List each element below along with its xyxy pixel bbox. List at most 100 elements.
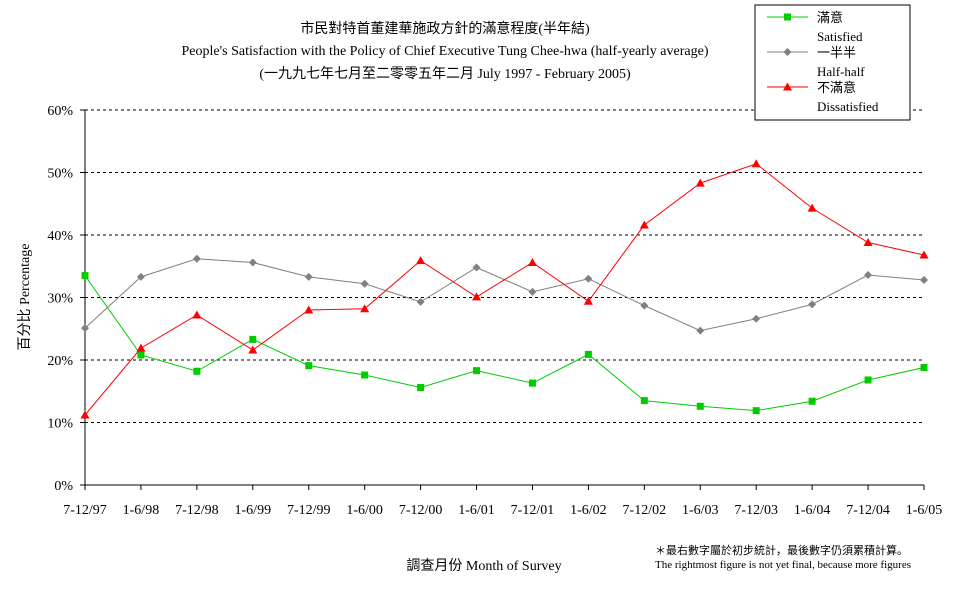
- point-half-half: [472, 263, 481, 272]
- point-dissatisfied: [863, 238, 873, 246]
- point-satisfied: [864, 376, 872, 384]
- point-satisfied: [640, 397, 648, 405]
- point-dissatisfied: [80, 410, 90, 419]
- point-half-half: [696, 326, 705, 335]
- point-half-half: [808, 300, 817, 309]
- point-satisfied: [249, 335, 257, 343]
- line-satisfied: [84, 275, 925, 412]
- y-tick-label: 20%: [47, 354, 73, 369]
- grid: [85, 109, 924, 423]
- legend-label-half-half: 一半半: [817, 45, 856, 60]
- point-dissatisfied: [583, 296, 593, 305]
- point-satisfied: [473, 367, 481, 375]
- point-satisfied: [696, 402, 704, 410]
- footnote: ＊最右數字屬於初步統計，最後數字仍須累積計算。 The rightmost fi…: [655, 544, 955, 572]
- series-satisfied: [81, 272, 928, 415]
- point-satisfied: [920, 364, 928, 371]
- point-dissatisfied: [527, 258, 537, 266]
- x-axis-label: 調查月份 Month of Survey: [406, 558, 561, 574]
- point-satisfied: [81, 272, 89, 280]
- point-satisfied: [584, 350, 592, 358]
- series-lines: [80, 159, 929, 419]
- point-dissatisfied: [751, 159, 761, 168]
- x-tick-label: 7-12/99: [287, 503, 331, 518]
- x-tick-label: 7-12/03: [734, 503, 778, 518]
- series-dissatisfied: [80, 159, 929, 419]
- x-tick-label: 7-12/98: [175, 503, 219, 518]
- point-half-half: [416, 297, 425, 306]
- point-satisfied: [528, 379, 536, 387]
- point-half-half: [248, 258, 257, 267]
- legend-label-satisfied: 滿意: [817, 10, 843, 25]
- point-dissatisfied: [919, 250, 929, 259]
- point-half-half: [584, 274, 593, 283]
- point-dissatisfied: [639, 220, 649, 229]
- legend-label-en-half-half: Half-half: [817, 64, 865, 79]
- point-dissatisfied: [472, 292, 482, 301]
- point-half-half: [81, 324, 89, 333]
- point-half-half: [136, 272, 145, 281]
- x-tick-label: 1-6/03: [682, 503, 719, 518]
- x-tick-label: 1-6/02: [570, 503, 607, 518]
- point-dissatisfied: [807, 203, 817, 212]
- point-half-half: [360, 279, 369, 288]
- x-tick-labels: 7-12/97 1-6/98 7-12/98 1-6/99 7-12/99 1-6/00 7…: [63, 503, 942, 518]
- footnote-en: The rightmost figure is not yet final, b…: [655, 559, 911, 571]
- point-dissatisfied: [136, 343, 146, 352]
- point-half-half: [864, 271, 873, 279]
- y-tick-label: 10%: [47, 417, 73, 432]
- x-tick-label: 1-6/99: [235, 503, 272, 518]
- legend-label-dissatisfied: 不滿意: [817, 80, 856, 95]
- x-tick-label: 1-6/05: [906, 503, 943, 518]
- point-dissatisfied: [248, 345, 258, 354]
- series-half-half: [81, 254, 928, 335]
- legend-marker-dissatisfied: [783, 82, 792, 91]
- y-tick-labels: 0% 10% 20% 30% 40% 50% 60%: [47, 104, 73, 494]
- line-half-half: [84, 258, 925, 332]
- y-tick-label: 40%: [47, 229, 73, 244]
- legend-label-en-satisfied: Satisfied: [817, 29, 863, 44]
- point-dissatisfied: [192, 310, 202, 319]
- chart-subtitle-date-range: (一九九七年七月至二零零五年二月 July 1997 - February 20…: [259, 66, 631, 82]
- point-satisfied: [305, 362, 313, 370]
- x-tick-label: 7-12/00: [399, 503, 443, 518]
- point-half-half: [304, 272, 313, 281]
- x-tick-label: 1-6/98: [123, 503, 160, 518]
- chart-subtitle: People's Satisfaction with the Policy of…: [182, 44, 709, 59]
- legend-label-en-dissatisfied: Dissatisfied: [817, 99, 879, 114]
- point-satisfied: [417, 384, 425, 391]
- point-satisfied: [361, 371, 369, 379]
- footnote-zh: ＊最右數字屬於初步統計，最後數字仍須累積計算。: [655, 545, 908, 557]
- point-dissatisfied: [304, 305, 314, 314]
- x-tick-label: 7-12/04: [846, 503, 890, 518]
- legend-marker-half-half: [783, 48, 792, 56]
- point-half-half: [752, 314, 761, 323]
- x-tick-label: 7-12/97: [63, 503, 107, 518]
- legend-marker-satisfied: [784, 13, 791, 21]
- chart-titles: 市民對特首董建華施政方針的滿意程度(半年結) People's Satisfac…: [182, 20, 709, 82]
- x-tick-label: 1-6/01: [458, 503, 495, 518]
- chart-title: 市民對特首董建華施政方針的滿意程度(半年結): [300, 20, 590, 37]
- x-tick-label: 7-12/01: [511, 503, 555, 518]
- y-tick-label: 0%: [54, 479, 73, 494]
- point-satisfied: [137, 351, 145, 359]
- axes: [80, 109, 925, 490]
- y-axis-label: 百分比 Percentage: [17, 244, 33, 351]
- point-half-half: [920, 276, 928, 284]
- x-tick-label: 1-6/00: [346, 503, 383, 518]
- point-dissatisfied: [360, 304, 370, 313]
- x-tick-label: 1-6/04: [794, 503, 831, 518]
- point-half-half: [640, 301, 649, 310]
- line-dissatisfied: [84, 163, 925, 416]
- point-dissatisfied: [695, 178, 705, 187]
- point-half-half: [528, 287, 537, 296]
- x-tick-label: 7-12/02: [623, 503, 667, 518]
- point-satisfied: [193, 367, 201, 375]
- point-satisfied: [752, 407, 760, 415]
- y-tick-label: 50%: [47, 167, 73, 182]
- legend-box: [754, 4, 911, 121]
- point-half-half: [192, 254, 201, 263]
- y-tick-label: 60%: [47, 104, 73, 119]
